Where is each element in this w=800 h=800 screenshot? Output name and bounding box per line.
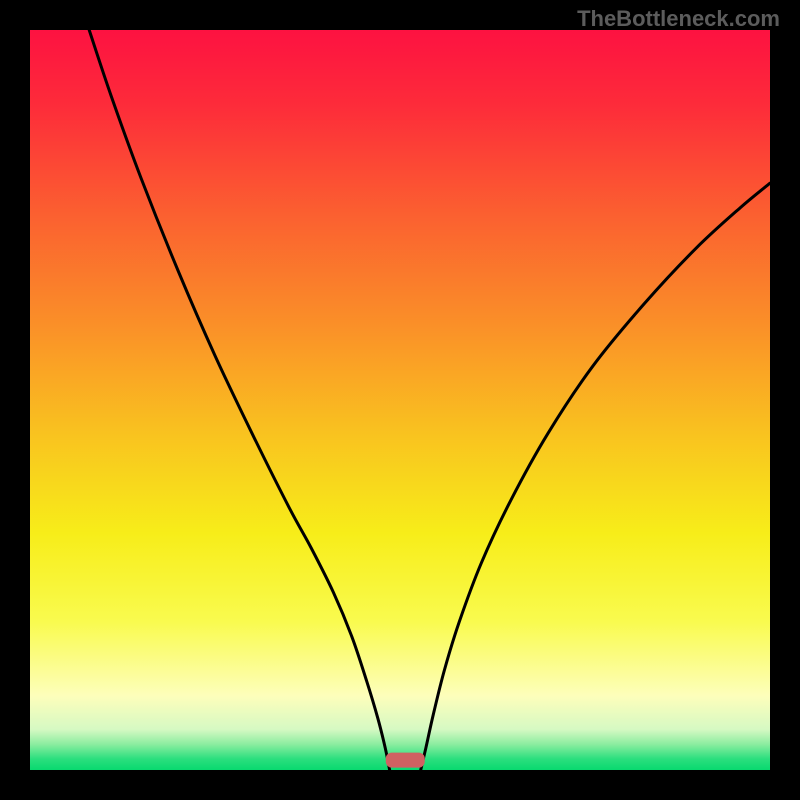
plot-area: [30, 30, 770, 770]
watermark-text: TheBottleneck.com: [577, 6, 780, 32]
minimum-marker: [386, 753, 424, 768]
curve-left: [89, 30, 389, 770]
curve-right: [421, 183, 770, 770]
bottleneck-curves: [30, 30, 770, 770]
